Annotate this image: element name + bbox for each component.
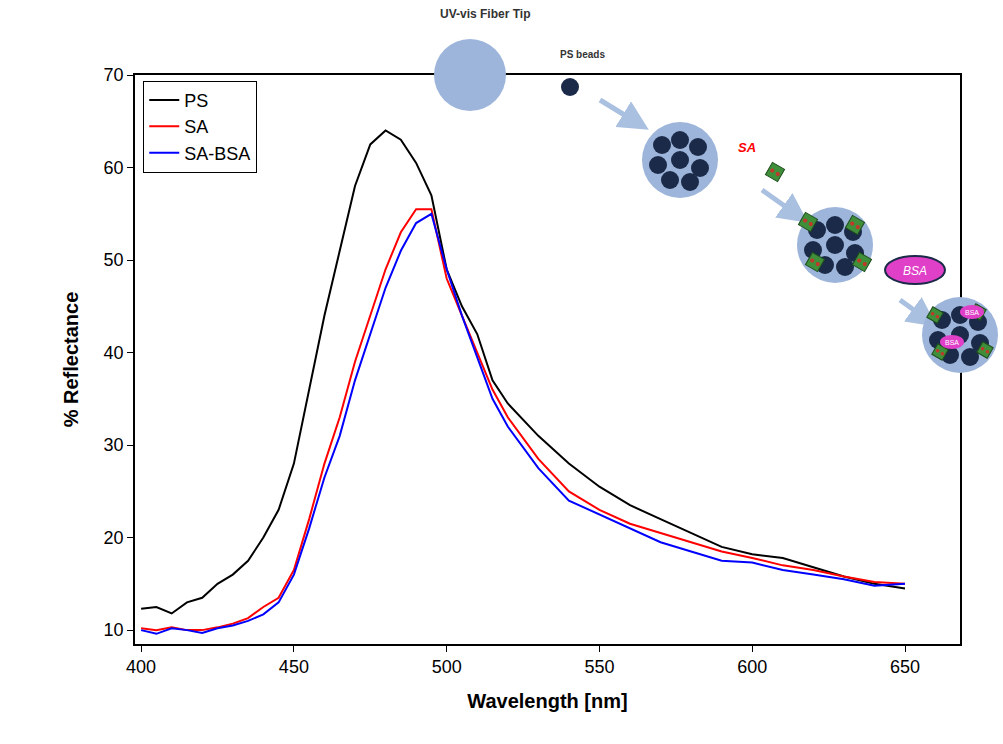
svg-text:BSA: BSA	[945, 339, 959, 346]
svg-text:% Reflectance: % Reflectance	[60, 292, 82, 428]
svg-text:60: 60	[104, 158, 124, 178]
svg-text:70: 70	[104, 65, 124, 85]
svg-text:650: 650	[890, 657, 920, 677]
svg-text:20: 20	[104, 528, 124, 548]
svg-text:600: 600	[737, 657, 767, 677]
svg-text:SA-BSA: SA-BSA	[184, 144, 250, 164]
svg-text:PS beads: PS beads	[560, 49, 605, 60]
svg-text:450: 450	[279, 657, 309, 677]
svg-text:PS: PS	[184, 91, 208, 111]
svg-text:UV-vis Fiber Tip: UV-vis Fiber Tip	[440, 7, 530, 21]
svg-text:40: 40	[104, 343, 124, 363]
svg-text:550: 550	[584, 657, 614, 677]
svg-text:50: 50	[104, 250, 124, 270]
svg-text:400: 400	[126, 657, 156, 677]
svg-text:BSA: BSA	[903, 264, 927, 278]
svg-text:SA: SA	[738, 140, 756, 155]
svg-text:SA: SA	[184, 117, 208, 137]
svg-text:30: 30	[104, 435, 124, 455]
svg-text:BSA: BSA	[965, 309, 979, 316]
svg-text:500: 500	[432, 657, 462, 677]
svg-text:Wavelength [nm]: Wavelength [nm]	[467, 690, 627, 712]
svg-text:10: 10	[104, 620, 124, 640]
